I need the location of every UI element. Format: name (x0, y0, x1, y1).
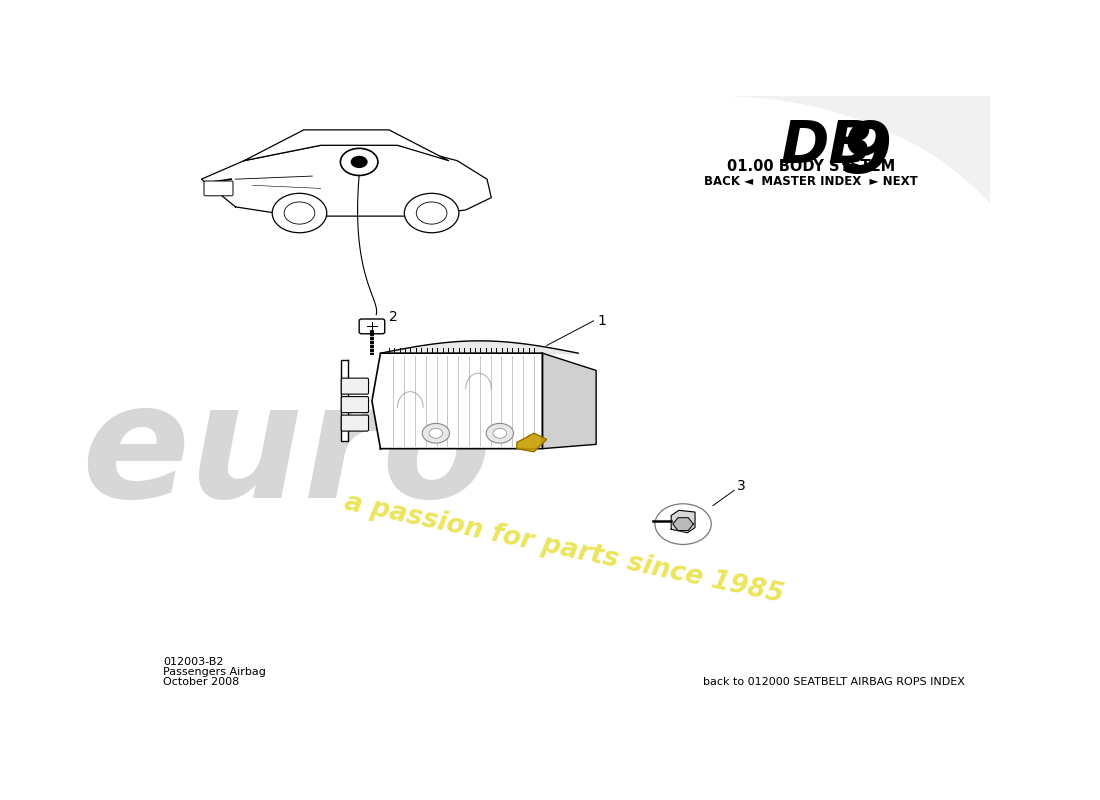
Circle shape (422, 423, 450, 443)
Text: 012003-B2: 012003-B2 (163, 657, 223, 666)
Text: 01.00 BODY SYSTEM: 01.00 BODY SYSTEM (727, 159, 895, 174)
Text: BACK ◄  MASTER INDEX  ► NEXT: BACK ◄ MASTER INDEX ► NEXT (704, 175, 917, 188)
Circle shape (284, 202, 315, 224)
Polygon shape (341, 360, 348, 442)
FancyBboxPatch shape (204, 181, 233, 196)
FancyBboxPatch shape (359, 319, 385, 334)
Text: October 2008: October 2008 (163, 677, 240, 687)
Text: euro: euro (81, 376, 492, 530)
Polygon shape (1084, 138, 1100, 556)
Polygon shape (542, 353, 596, 449)
Circle shape (351, 156, 367, 168)
Circle shape (416, 202, 447, 224)
Text: a passion for parts since 1985: a passion for parts since 1985 (342, 490, 785, 608)
Text: 2: 2 (389, 310, 398, 323)
Circle shape (340, 148, 378, 175)
FancyBboxPatch shape (341, 378, 368, 394)
Circle shape (654, 504, 712, 545)
Circle shape (493, 428, 507, 438)
Polygon shape (724, 10, 1100, 295)
FancyBboxPatch shape (341, 415, 368, 431)
Polygon shape (517, 434, 547, 452)
Polygon shape (372, 353, 542, 449)
Polygon shape (671, 510, 695, 533)
FancyBboxPatch shape (341, 397, 368, 413)
Text: Passengers Airbag: Passengers Airbag (163, 667, 266, 677)
Text: DB: DB (781, 118, 875, 174)
Text: 3: 3 (737, 479, 746, 493)
Polygon shape (244, 130, 449, 161)
Circle shape (486, 423, 514, 443)
Circle shape (429, 428, 442, 438)
Polygon shape (673, 518, 693, 530)
Polygon shape (201, 146, 492, 216)
Text: 9: 9 (840, 118, 891, 188)
Text: 1: 1 (598, 314, 607, 328)
Circle shape (272, 194, 327, 233)
Text: back to 012000 SEATBELT AIRBAG ROPS INDEX: back to 012000 SEATBELT AIRBAG ROPS INDE… (703, 677, 965, 687)
Circle shape (405, 194, 459, 233)
